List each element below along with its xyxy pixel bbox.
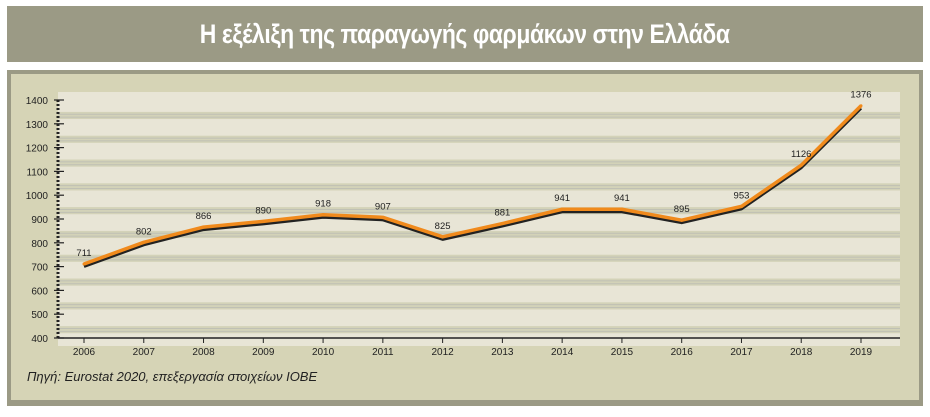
y-tick-label: 500: [31, 310, 48, 321]
data-point: [859, 104, 863, 108]
grid-band: [58, 302, 900, 310]
grid-band: [58, 135, 900, 143]
x-tick-label: 2011: [372, 347, 394, 358]
grid-band: [58, 183, 900, 191]
data-point: [202, 225, 206, 229]
x-tick-label: 2017: [730, 347, 753, 358]
data-label: 895: [674, 204, 690, 215]
title-bar: Η εξέλιξη της παραγωγής φαρμάκων στην Ελ…: [7, 6, 923, 62]
y-tick-label: 400: [31, 334, 48, 345]
x-tick-label: 2015: [611, 347, 634, 358]
grid-band: [58, 254, 900, 262]
data-label: 881: [494, 208, 510, 219]
data-point: [321, 213, 325, 217]
grid-band: [58, 278, 900, 286]
data-label: 953: [734, 190, 750, 201]
data-label: 918: [315, 199, 331, 210]
data-point: [620, 207, 624, 211]
x-tick-label: 2008: [192, 347, 215, 358]
series-line-shadow: [83, 107, 863, 268]
source-note: Πηγή: Eurostat 2020, επεξεργασία στοιχεί…: [27, 369, 318, 384]
x-tick-label: 2014: [551, 347, 574, 358]
grid-band: [58, 159, 900, 167]
data-point: [381, 215, 385, 219]
x-tick-label: 2009: [252, 347, 275, 358]
grid-band: [58, 326, 900, 334]
data-label: 941: [554, 193, 570, 204]
x-tick-label: 2019: [850, 347, 873, 358]
x-tick-label: 2006: [73, 347, 96, 358]
y-tick-label: 600: [31, 286, 48, 297]
x-tick-label: 2013: [491, 347, 514, 358]
data-label: 941: [614, 193, 630, 204]
chart-title: Η εξέλιξη της παραγωγής φαρμάκων στην Ελ…: [200, 18, 730, 49]
data-label: 907: [375, 201, 391, 212]
data-label: 890: [255, 205, 271, 216]
data-point: [82, 262, 86, 266]
data-label: 711: [76, 248, 91, 259]
x-tick-label: 2012: [431, 347, 454, 358]
x-tick-label: 2016: [671, 347, 694, 358]
series-line: [83, 104, 863, 266]
grid-band: [58, 111, 900, 120]
data-label: 866: [196, 211, 212, 222]
grid-band: [58, 230, 900, 239]
data-point: [261, 219, 265, 223]
y-tick-label: 800: [31, 239, 48, 250]
data-point: [560, 207, 564, 211]
data-point: [680, 218, 684, 222]
data-label: 825: [435, 221, 451, 232]
x-tick-label: 2018: [790, 347, 813, 358]
y-tick-label: 700: [31, 263, 48, 274]
data-label: 1126: [791, 149, 811, 160]
y-tick-label: 1300: [26, 120, 49, 131]
data-label: 802: [136, 226, 152, 237]
y-tick-label: 900: [31, 215, 48, 226]
data-point: [500, 222, 504, 226]
data-point: [799, 163, 803, 167]
grid-band: [58, 207, 900, 215]
x-tick-label: 2010: [312, 347, 335, 358]
data-point: [739, 204, 743, 208]
data-label: 1376: [850, 90, 871, 101]
y-tick-label: 1200: [26, 144, 49, 155]
x-tick-label: 2007: [133, 347, 156, 358]
y-tick-label: 1400: [26, 96, 49, 107]
y-tick-label: 1000: [26, 191, 49, 202]
data-point: [142, 240, 146, 244]
y-tick-label: 1100: [26, 167, 48, 178]
data-point: [441, 235, 445, 239]
